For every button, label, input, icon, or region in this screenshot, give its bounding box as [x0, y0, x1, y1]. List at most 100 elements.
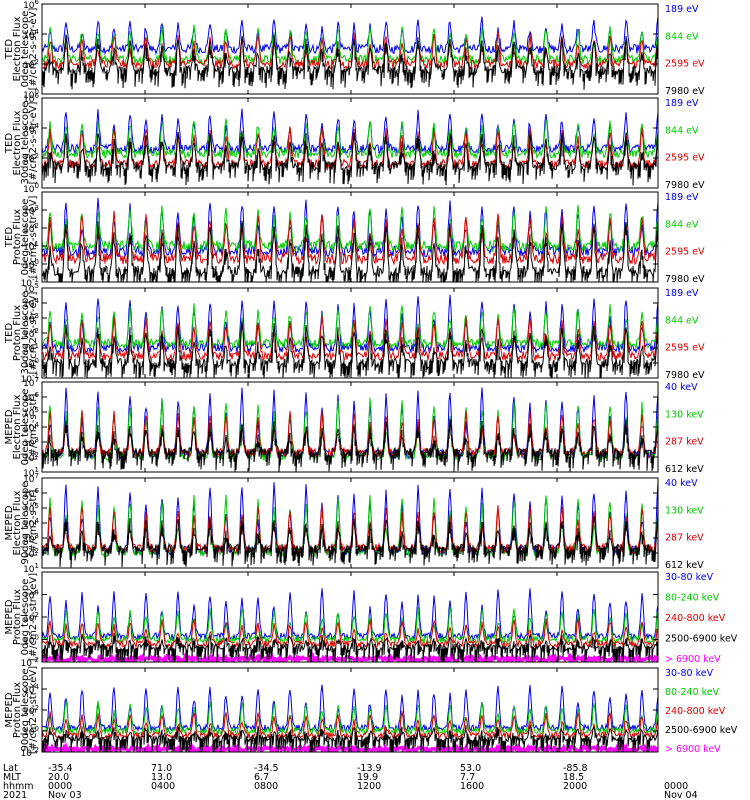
series-612-kev [42, 418, 658, 472]
panel-5-traces [42, 387, 658, 472]
legend-entry: 189 eV [665, 4, 699, 15]
series-612-kev [42, 516, 658, 568]
legend-entry: 189 eV [665, 288, 699, 299]
y-axis-label: TED [4, 133, 15, 154]
ytick-label: 106 [23, 487, 39, 500]
y-axis-label: MEPED [4, 505, 15, 540]
ytick-label: 105 [23, 502, 39, 515]
ytick-label: 10-1 [21, 372, 39, 385]
series-189-ev [42, 108, 658, 156]
y-axis-label: Proton Flux [12, 305, 23, 361]
x-tick-label: Nov 03 [48, 790, 82, 800]
legend-entry: 2595 eV [665, 59, 705, 70]
series-287-kev [42, 505, 658, 555]
x-tick-label: 20.0 [48, 772, 69, 783]
y-axis-label: [#/cm2-s-str-eV] [28, 102, 39, 185]
y-axis-label: [#/cm2-s-str-eV] [28, 196, 39, 279]
ytick-label: 100 [23, 634, 39, 647]
ytick-label: 105 [23, 406, 39, 419]
legend-entry: 287 keV [665, 533, 704, 544]
series-7980-ev [42, 130, 658, 186]
panel-1-frame [41, 3, 659, 95]
x-tick-label: 53.0 [460, 763, 481, 774]
x-tick-label: 1200 [357, 781, 381, 792]
y-axis-label: Electron Flux [12, 16, 23, 81]
ytick-label: 107 [23, 376, 39, 389]
legend-entry: 40 keV [665, 382, 698, 393]
panel-1-traces [42, 16, 658, 90]
x-tick-label: 19.9 [357, 772, 378, 783]
ytick-label: 100 [23, 88, 39, 101]
ytick-label: 106 [23, 92, 39, 105]
series-2595-ev [42, 31, 658, 71]
legend-entry: 80-240 keV [665, 593, 720, 604]
x-tick-label: 0800 [254, 781, 278, 792]
y-axis-label: MEPED [4, 409, 15, 444]
y-axis-label: MEPED [4, 599, 15, 634]
ytick-label: 10-1 [21, 276, 39, 289]
ytick-label: 101 [23, 562, 39, 575]
series-240-800-kev [42, 710, 658, 740]
legend-entry: > 6900 keV [665, 654, 721, 665]
legend-entry: 287 keV [665, 437, 704, 448]
legend-entry: 189 eV [665, 192, 699, 203]
ytick-label: 106 [23, 0, 39, 11]
panel-3-traces [42, 197, 658, 282]
x-tick-label: Nov 04 [664, 790, 698, 800]
legend-entry: 844 eV [665, 219, 699, 230]
x-tick-label: -85.8 [563, 763, 588, 774]
ytick-label: 103 [23, 204, 39, 217]
legend-entry: 30-80 keV [665, 572, 714, 583]
ytick-label: 101 [23, 466, 39, 479]
legend-entry: 612 keV [665, 464, 704, 475]
ytick-label: 102 [23, 152, 39, 165]
legend-entry: 240-800 keV [665, 706, 726, 717]
panel-7-traces [42, 588, 658, 662]
series-2595-ev [42, 210, 658, 266]
series-2595-ev [42, 126, 658, 170]
ytick-label: 101 [23, 342, 39, 355]
ytick-label: 100 [23, 357, 39, 370]
series-189-ev [42, 16, 658, 56]
x-tick-label: 0000 [664, 781, 688, 792]
series-844-ev [42, 204, 658, 253]
panel-2-frame [41, 97, 659, 189]
ytick-label: 102 [23, 327, 39, 340]
ytick-label: 104 [23, 589, 39, 602]
ytick-label: 10-2 [21, 656, 39, 669]
y-axis-label: 0deg telescope [20, 11, 31, 88]
panel-6-traces [42, 481, 658, 568]
y-axis-label: [#/cm2-s-str-keV] [28, 666, 39, 754]
y-axis-label: [#/cm2-s-str] [28, 489, 39, 556]
series-7980-ev [42, 220, 658, 282]
legend-entry: 240-800 keV [665, 613, 726, 624]
legend-entry: 2595 eV [665, 153, 705, 164]
ytick-label: 106 [23, 391, 39, 404]
ytick-label: 104 [23, 421, 39, 434]
legend-entry: 844 eV [665, 125, 699, 136]
x-tick-label: 18.5 [563, 772, 584, 783]
legend-entry: 80-240 keV [665, 687, 720, 698]
y-axis-label: TED [4, 227, 15, 248]
series-2595-ev [42, 315, 658, 363]
legend-entry: 2500-6900 keV [665, 725, 738, 736]
y-axis-label: Electron Flux [12, 110, 23, 175]
x-tick-label: 1600 [460, 781, 484, 792]
ytick-label: 104 [23, 517, 39, 530]
legend-entry: 844 eV [665, 31, 699, 42]
x-tick-label: -13.9 [357, 763, 382, 774]
x-axis-row-label: MLT [3, 772, 21, 783]
series-7980-ev [42, 34, 658, 90]
legend-entry: 130 keV [665, 505, 704, 516]
legend-entry: 189 eV [665, 98, 699, 109]
x-tick-label: -34.5 [254, 763, 279, 774]
ytick-label: 102 [23, 451, 39, 464]
ytick-label: 100 [23, 182, 39, 195]
legend-entry: 40 keV [665, 478, 698, 489]
